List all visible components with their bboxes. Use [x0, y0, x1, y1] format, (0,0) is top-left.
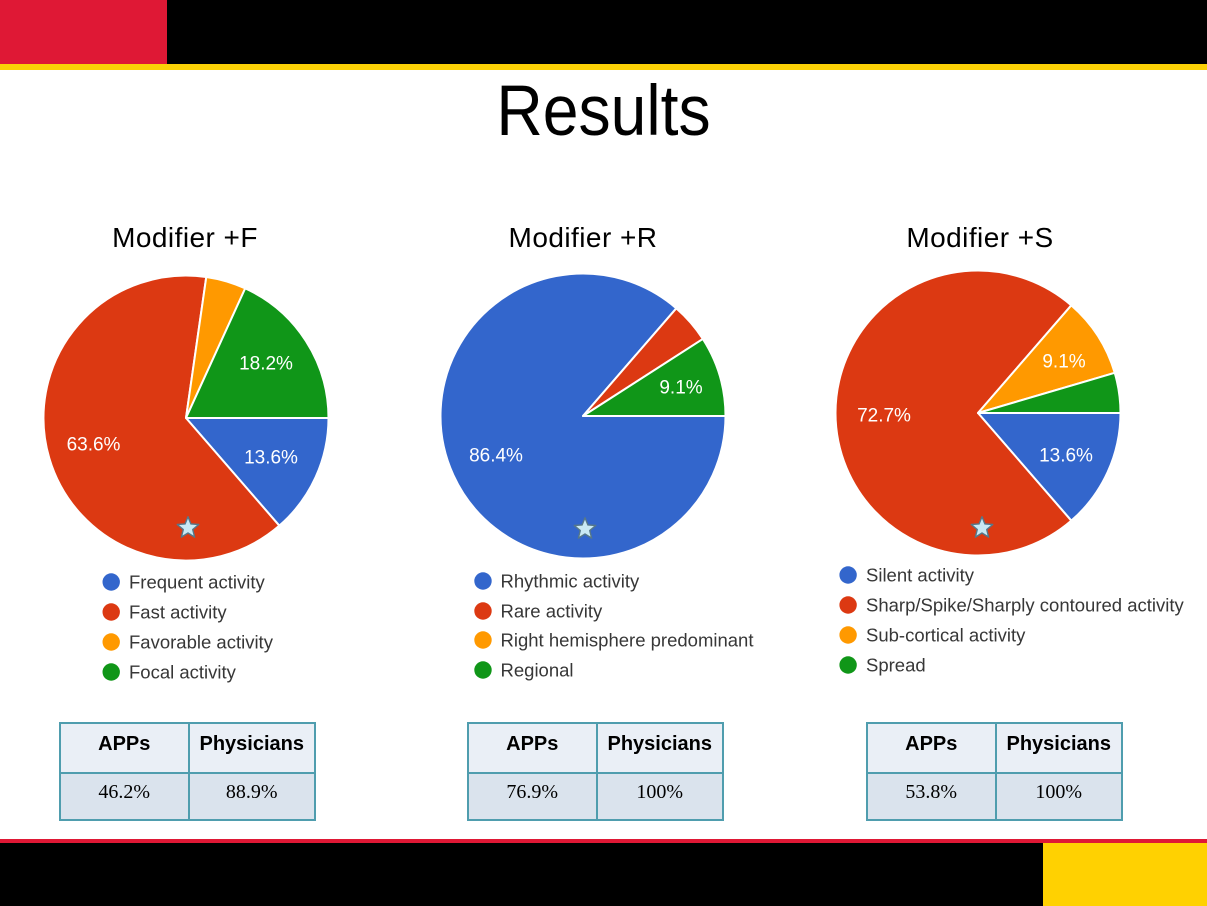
svg-text:Frequent activity: Frequent activity	[129, 572, 265, 593]
svg-text:13.6%: 13.6%	[1039, 446, 1093, 467]
svg-text:Fast activity: Fast activity	[129, 602, 227, 623]
svg-text:86.4%: 86.4%	[469, 446, 523, 467]
svg-text:72.7%: 72.7%	[857, 406, 911, 427]
svg-text:Spread: Spread	[866, 655, 926, 676]
svg-text:13.6%: 13.6%	[244, 448, 298, 469]
svg-text:63.6%: 63.6%	[67, 435, 121, 456]
svg-text:Favorable activity: Favorable activity	[129, 632, 274, 653]
svg-text:Focal activity: Focal activity	[129, 662, 237, 683]
svg-text:18.2%: 18.2%	[239, 354, 293, 375]
svg-text:Sharp/Spike/Sharply contoured: Sharp/Spike/Sharply contoured activity	[866, 595, 1185, 616]
svg-text:Rare activity: Rare activity	[501, 601, 604, 622]
svg-text:Regional: Regional	[501, 660, 574, 681]
svg-text:Sub-cortical activity: Sub-cortical activity	[866, 625, 1026, 646]
svg-text:9.1%: 9.1%	[659, 378, 702, 399]
svg-text:Rhythmic activity: Rhythmic activity	[501, 571, 641, 592]
svg-text:9.1%: 9.1%	[1042, 352, 1085, 373]
svg-text:Right hemisphere predominant: Right hemisphere predominant	[501, 630, 754, 651]
svg-text:Silent activity: Silent activity	[866, 565, 975, 586]
